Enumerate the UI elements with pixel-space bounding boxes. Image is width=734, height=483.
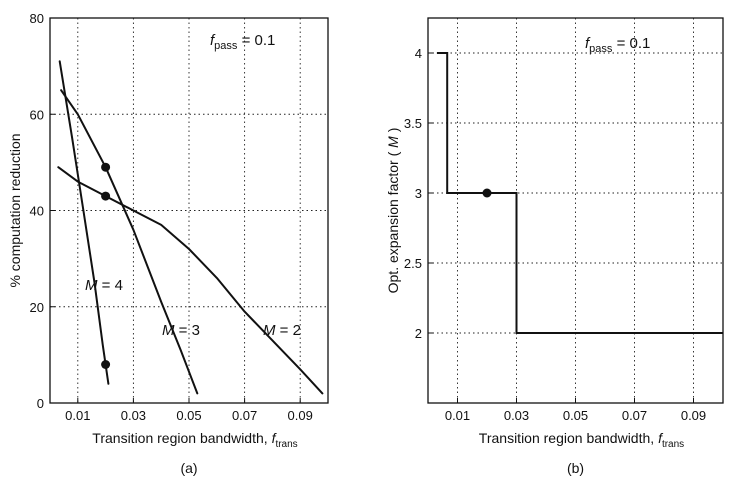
chart-panel-a: 0.01 0.03 0.05 0.07 0.09 0 20 40 60 80 Transition … xyxy=(7,11,329,476)
data-marker xyxy=(101,191,111,201)
panel-label: (a) xyxy=(180,460,197,476)
y-tick-label: 20 xyxy=(30,300,44,315)
y-tick-label: 4 xyxy=(415,46,422,61)
x-axis-label: Transition region bandwidth, ftrans xyxy=(479,430,684,450)
y-tick-label: 80 xyxy=(30,11,44,26)
fpass-annotation: fpass = 0.1 xyxy=(585,35,650,55)
x-tick-label: 0.05 xyxy=(176,408,201,423)
x-tick-label: 0.09 xyxy=(681,408,706,423)
series-line-m3 xyxy=(60,89,199,395)
x-axis-label: Transition region bandwidth, ftrans xyxy=(92,430,297,450)
y-tick-label: 3.5 xyxy=(404,116,422,131)
chart-panel-b: 0.01 0.03 0.05 0.07 0.09 2 2.5 3 3.5 4 Transition … xyxy=(385,17,724,476)
series-line-m2 xyxy=(57,166,324,395)
series-label: M = 3 xyxy=(162,322,200,339)
data-marker xyxy=(482,188,492,198)
x-tick-label: 0.01 xyxy=(445,408,470,423)
x-tick-label: 0.09 xyxy=(288,408,313,423)
plot-frame xyxy=(427,17,724,404)
y-tick-label: 2 xyxy=(415,326,422,341)
series-label: M = 2 xyxy=(263,322,301,339)
x-tick-label: 0.07 xyxy=(622,408,647,423)
y-axis-label: % computation reduction xyxy=(7,133,23,287)
x-tick-label: 0.07 xyxy=(232,408,257,423)
x-tick-label: 0.03 xyxy=(121,408,146,423)
panel-label: (b) xyxy=(567,460,584,476)
y-tick-label: 0 xyxy=(37,396,44,411)
series-line xyxy=(436,52,723,334)
y-tick-label: 3 xyxy=(415,186,422,201)
y-tick-label: 40 xyxy=(30,204,44,219)
data-marker xyxy=(101,360,111,369)
x-tick-label: 0.05 xyxy=(563,408,588,423)
series-label: M = 4 xyxy=(85,277,123,294)
fpass-annotation: fpass = 0.1 xyxy=(210,32,275,52)
y-tick-label: 2.5 xyxy=(404,256,422,271)
data-marker xyxy=(101,162,111,172)
series-line-m4 xyxy=(58,60,110,385)
x-tick-label: 0.01 xyxy=(65,408,90,423)
y-axis-label: Opt. expansion factor ( M ) xyxy=(385,128,401,294)
y-tick-label: 60 xyxy=(30,107,44,122)
x-tick-label: 0.03 xyxy=(504,408,529,423)
